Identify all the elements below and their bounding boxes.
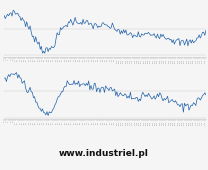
Text: www.industriel.pl: www.industriel.pl <box>59 149 149 157</box>
